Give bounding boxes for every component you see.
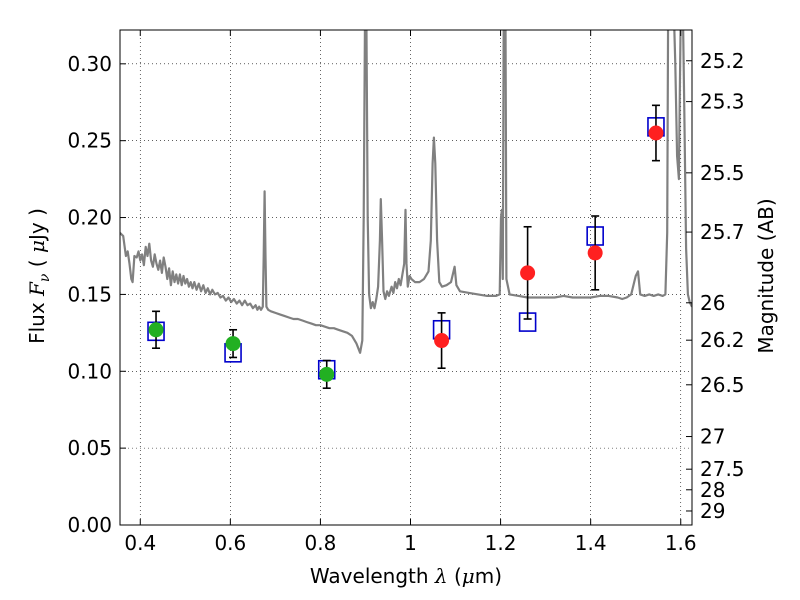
x-tick-label: 1.4: [575, 531, 607, 555]
photometry-point: [319, 366, 335, 382]
y-tick-label: 0.30: [67, 52, 112, 76]
x-tick-label: 1.6: [665, 531, 697, 555]
magnitude-tick-label: 27: [700, 425, 725, 449]
y-tick-label: 0.20: [67, 206, 112, 230]
magnitude-tick-label: 25.5: [700, 161, 745, 185]
magnitude-tick-label: 28: [700, 478, 725, 502]
magnitude-tick-label: 25.2: [700, 49, 745, 73]
magnitude-tick-label: 27.5: [700, 457, 745, 481]
x-tick-labels: 0.4 0.6 0.8 1 1.2 1.4 1.6: [124, 531, 696, 555]
y-tick-label: 0.00: [67, 513, 112, 537]
x-tick-label: 1.2: [485, 531, 517, 555]
y-tick-label: 0.25: [67, 129, 112, 153]
y-axis-label: Flux Fν ( μJy ): [25, 208, 53, 344]
magnitude-tick-label: 26.2: [700, 328, 745, 352]
magnitude-tick-label: 25.7: [700, 220, 745, 244]
magnitude-axis-label: Magnitude (AB): [754, 198, 778, 353]
photometry-point: [225, 336, 241, 352]
photometry-point: [434, 333, 450, 349]
x-tick-label: 1: [404, 531, 417, 555]
x-tick-label: 0.6: [214, 531, 246, 555]
magnitude-tick-label: 29: [700, 499, 725, 523]
y-tick-label: 0.15: [67, 282, 112, 306]
plot-frame: [119, 29, 693, 526]
x-tick-label: 0.8: [305, 531, 337, 555]
y-tick-label: 0.10: [67, 359, 112, 383]
magnitude-tick-label: 25.3: [700, 90, 745, 114]
model-spectrum-line: [120, 30, 692, 354]
photometry-point: [520, 265, 536, 281]
plot-background: [120, 30, 692, 525]
magnitude-tick-label: 26: [700, 291, 725, 315]
x-tick-label: 0.4: [124, 531, 156, 555]
photometry-point: [648, 125, 664, 141]
magnitude-tick-label: 26.5: [700, 373, 745, 397]
photometry-points: [148, 125, 664, 382]
y-tick-labels: 0.00 0.05 0.10 0.15 0.20 0.25 0.30: [67, 52, 112, 537]
photometry-point: [587, 245, 603, 261]
photometry-point: [148, 322, 164, 338]
y-tick-label: 0.05: [67, 436, 112, 460]
model-spectrum-layer: [120, 30, 692, 354]
x-axis-label: Wavelength λ (μm): [310, 564, 502, 588]
axis-ticks: [120, 30, 692, 526]
